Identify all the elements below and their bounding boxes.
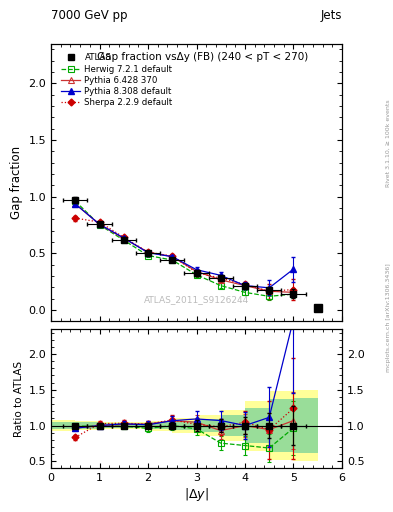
Text: 7000 GeV pp: 7000 GeV pp [51, 9, 128, 22]
Text: Jets: Jets [320, 9, 342, 22]
X-axis label: $|\Delta y|$: $|\Delta y|$ [184, 486, 209, 503]
Legend: ATLAS, Herwig 7.2.1 default, Pythia 6.428 370, Pythia 8.308 default, Sherpa 2.2.: ATLAS, Herwig 7.2.1 default, Pythia 6.42… [61, 53, 173, 107]
Text: Rivet 3.1.10, ≥ 100k events: Rivet 3.1.10, ≥ 100k events [386, 99, 391, 187]
Text: mcplots.cern.ch [arXiv:1306.3436]: mcplots.cern.ch [arXiv:1306.3436] [386, 263, 391, 372]
Text: ATLAS_2011_S9126244: ATLAS_2011_S9126244 [144, 295, 249, 305]
Y-axis label: Ratio to ATLAS: Ratio to ATLAS [14, 360, 24, 437]
Text: Gap fraction vsΔy (FB) (240 < pT < 270): Gap fraction vsΔy (FB) (240 < pT < 270) [97, 52, 308, 62]
Y-axis label: Gap fraction: Gap fraction [10, 146, 23, 219]
